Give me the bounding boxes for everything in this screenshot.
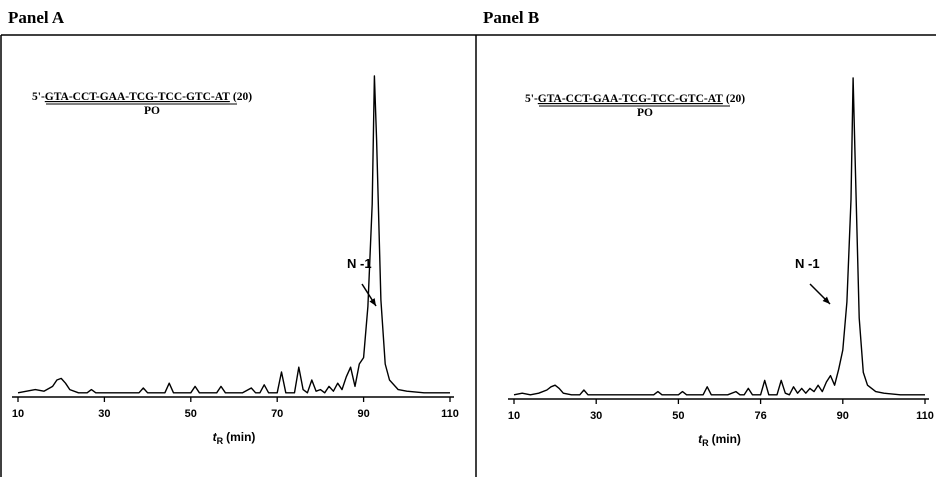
- x-label-unit: (min): [226, 430, 255, 444]
- formula-suffix: (20): [726, 93, 745, 105]
- peak-arrowhead: [822, 296, 830, 304]
- formula-backbone: PO: [144, 105, 160, 117]
- x-tick-label: 30: [590, 410, 602, 422]
- formula: 5'-GTA-CCT-GAA-TCG-TCC-GTC-AT (20): [525, 93, 745, 105]
- formula-prefix: 5'-: [525, 93, 538, 105]
- formula: 5'-GTA-CCT-GAA-TCG-TCC-GTC-AT (20): [32, 91, 252, 103]
- x-tick-label: 30: [98, 408, 110, 420]
- formula-sequence: GTA-CCT-GAA-TCG-TCC-GTC-AT: [45, 91, 230, 103]
- x-label-symbol: t: [213, 430, 218, 444]
- x-tick-label: 90: [837, 410, 849, 422]
- formula-backbone: PO: [637, 107, 653, 119]
- x-tick-label: 90: [357, 408, 369, 420]
- formula-suffix: (20): [233, 91, 252, 103]
- x-axis-label: tR (min): [213, 430, 256, 446]
- peak-arrowhead: [369, 298, 376, 306]
- x-tick-label: 76: [754, 410, 766, 422]
- x-tick-label: 70: [271, 408, 283, 420]
- x-label-unit: (min): [712, 432, 741, 446]
- x-label-subscript: R: [702, 438, 709, 448]
- x-label-subscript: R: [217, 436, 224, 446]
- x-tick-label: 110: [916, 410, 934, 422]
- panel-title: Panel A: [8, 8, 65, 27]
- x-axis-label: tR (min): [698, 432, 741, 448]
- formula-sequence: GTA-CCT-GAA-TCG-TCC-GTC-AT: [538, 93, 723, 105]
- peak-label: N -1: [795, 256, 820, 271]
- peak-label: N -1: [347, 256, 372, 271]
- x-tick-label: 50: [672, 410, 684, 422]
- panel-title: Panel B: [483, 8, 539, 27]
- formula-prefix: 5'-: [32, 91, 45, 103]
- trace: [513, 77, 925, 396]
- x-tick-label: 110: [441, 408, 459, 420]
- trace: [17, 75, 450, 394]
- x-tick-label: 10: [508, 410, 520, 422]
- x-label-symbol: t: [698, 432, 703, 446]
- x-tick-label: 10: [12, 408, 24, 420]
- x-tick-label: 50: [185, 408, 197, 420]
